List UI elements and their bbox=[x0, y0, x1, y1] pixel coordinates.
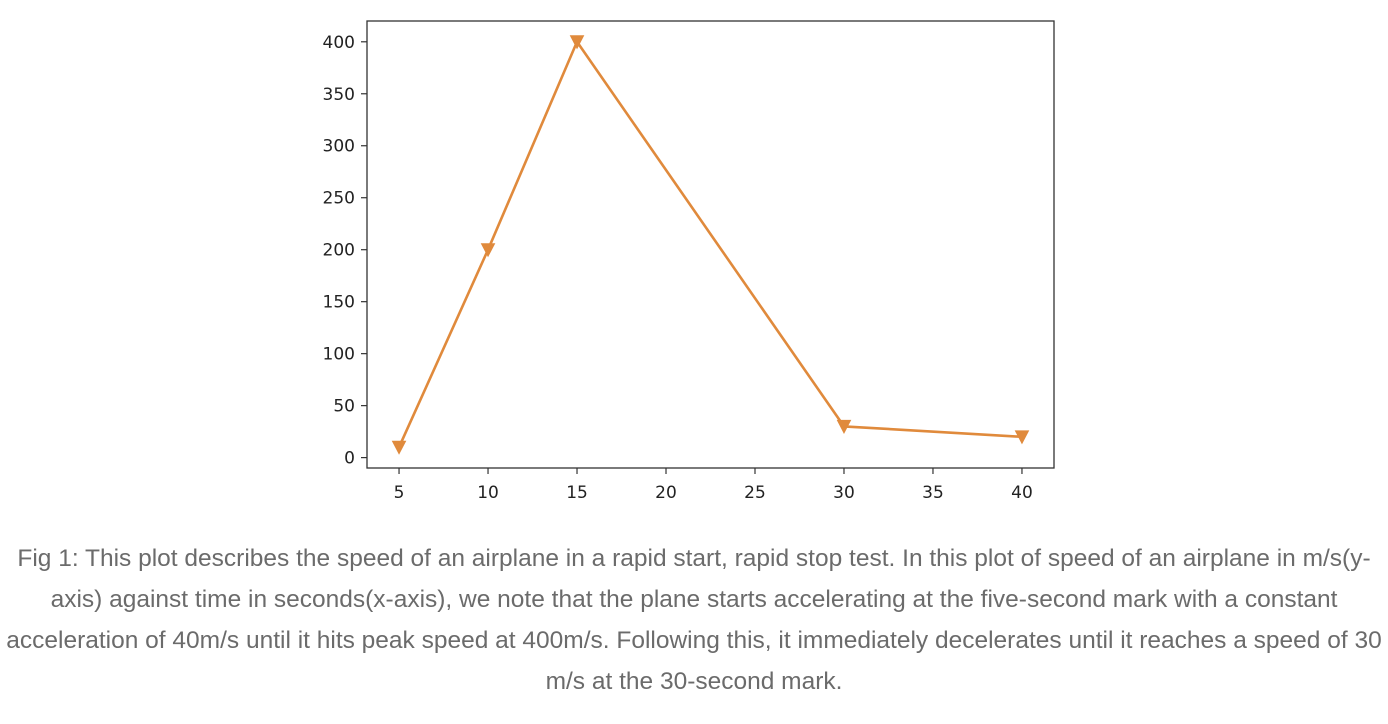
x-tick-label: 40 bbox=[1011, 483, 1033, 503]
y-tick-label: 50 bbox=[333, 397, 355, 417]
y-tick-label: 0 bbox=[344, 449, 355, 469]
x-axis-ticks: 5 10 15 20 25 30 35 40 bbox=[394, 468, 1033, 503]
data-point-marker bbox=[1014, 430, 1030, 445]
y-tick-label: 250 bbox=[323, 189, 355, 209]
plot-frame bbox=[366, 20, 1055, 469]
y-axis-ticks: 0 50 100 150 200 250 300 350 400 bbox=[323, 33, 367, 469]
data-point-marker bbox=[391, 440, 407, 455]
series-layer bbox=[391, 35, 1030, 455]
y-tick-label: 150 bbox=[323, 293, 355, 313]
x-tick-label: 30 bbox=[833, 483, 855, 503]
data-point-marker bbox=[569, 35, 585, 50]
x-tick-label: 5 bbox=[394, 483, 405, 503]
y-tick-label: 350 bbox=[323, 85, 355, 105]
figure-caption: Fig 1: This plot describes the speed of … bbox=[6, 545, 1382, 695]
x-tick-label: 35 bbox=[922, 483, 944, 503]
data-point-marker bbox=[480, 243, 496, 258]
x-tick-label: 15 bbox=[566, 483, 588, 503]
x-tick-label: 20 bbox=[655, 483, 677, 503]
y-tick-label: 100 bbox=[323, 345, 355, 365]
data-point-marker bbox=[836, 419, 852, 435]
y-tick-label: 400 bbox=[323, 33, 355, 53]
line-chart: 0 50 100 150 200 250 300 350 400 5 10 15 20 25 30 35 40 bbox=[323, 20, 1055, 503]
y-tick-label: 300 bbox=[323, 137, 355, 157]
y-tick-label: 200 bbox=[323, 241, 355, 261]
x-tick-label: 10 bbox=[477, 483, 499, 503]
x-tick-label: 25 bbox=[744, 483, 766, 503]
